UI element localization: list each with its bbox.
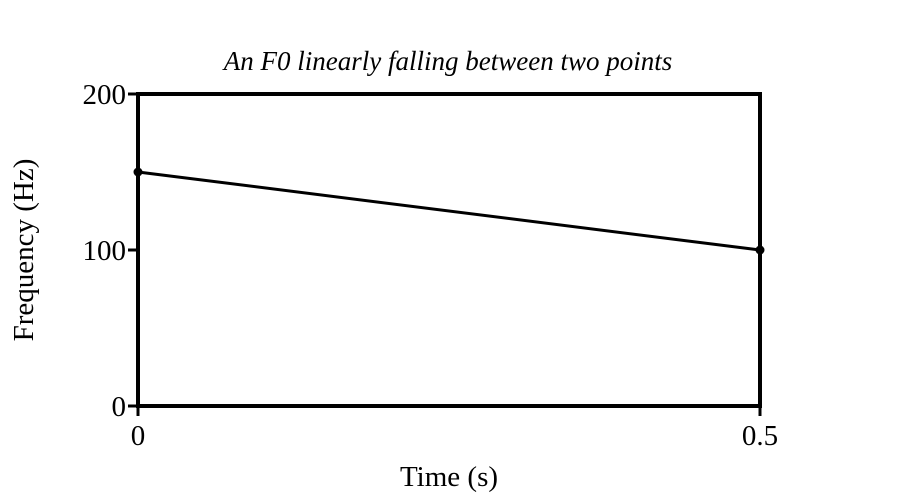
y-tick-label: 200: [83, 79, 127, 111]
axis-ticks: [128, 92, 762, 416]
x-tick-label: 0.5: [742, 420, 778, 452]
y-axis-label: Frequency (Hz): [8, 159, 40, 342]
data-point: [133, 167, 143, 177]
data-point: [755, 245, 765, 255]
plot-frame: [136, 92, 762, 408]
y-tick-label: 0: [112, 391, 127, 423]
series-layer: [133, 167, 765, 255]
y-tick-label: 100: [83, 235, 127, 267]
x-tick-label: 0: [131, 420, 146, 452]
x-axis-label: Time (s): [400, 461, 498, 493]
chart-title: An F0 linearly falling between two point…: [222, 46, 672, 76]
tick-labels: 0 100 200 0 0.5: [83, 79, 779, 452]
series-line: [137, 170, 761, 252]
